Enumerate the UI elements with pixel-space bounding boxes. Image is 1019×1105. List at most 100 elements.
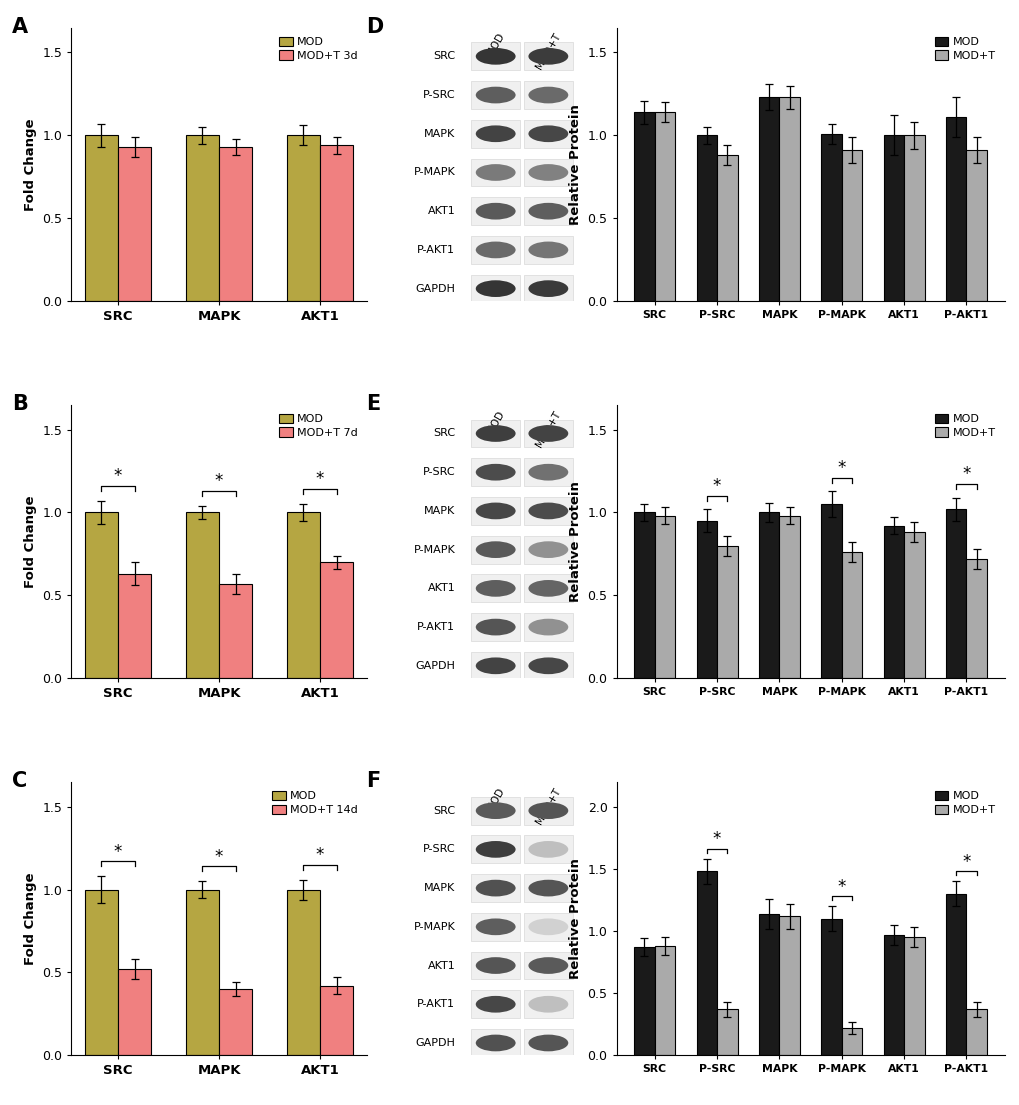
Bar — [716, 155, 737, 301]
Legend: MOD, MOD+T 14d: MOD, MOD+T 14d — [269, 788, 361, 819]
Bar — [524, 613, 572, 641]
Text: *: * — [961, 853, 970, 871]
Bar — [524, 158, 572, 187]
Bar — [634, 513, 654, 678]
Bar — [320, 562, 353, 678]
Ellipse shape — [475, 48, 516, 65]
Bar — [471, 158, 520, 187]
Ellipse shape — [475, 165, 516, 181]
Ellipse shape — [528, 802, 568, 819]
Bar — [945, 509, 966, 678]
Bar — [758, 97, 779, 301]
Ellipse shape — [475, 957, 516, 974]
Ellipse shape — [475, 281, 516, 297]
Text: GAPDH: GAPDH — [415, 284, 454, 294]
Text: *: * — [712, 831, 720, 849]
Bar — [903, 135, 924, 301]
Ellipse shape — [475, 464, 516, 481]
Bar — [118, 573, 151, 678]
Bar — [471, 275, 520, 303]
Text: P-AKT1: P-AKT1 — [417, 999, 454, 1009]
Bar — [716, 1009, 737, 1055]
Text: MOD+T: MOD+T — [534, 786, 562, 825]
Bar — [758, 914, 779, 1055]
Bar — [524, 236, 572, 264]
Bar — [471, 1029, 520, 1056]
Text: MAPK: MAPK — [424, 883, 454, 893]
Bar — [696, 135, 716, 301]
Text: MOD+T: MOD+T — [534, 32, 562, 72]
Bar — [471, 536, 520, 564]
Bar — [696, 520, 716, 678]
Text: P-SRC: P-SRC — [422, 90, 454, 101]
Bar — [882, 526, 903, 678]
Ellipse shape — [475, 580, 516, 597]
Text: P-MAPK: P-MAPK — [413, 168, 454, 178]
Ellipse shape — [528, 86, 568, 104]
Text: GAPDH: GAPDH — [415, 661, 454, 671]
Bar — [471, 497, 520, 525]
Bar — [118, 969, 151, 1055]
Text: D: D — [366, 17, 383, 36]
Text: GAPDH: GAPDH — [415, 1038, 454, 1048]
Ellipse shape — [528, 957, 568, 974]
Ellipse shape — [528, 657, 568, 674]
Bar — [471, 835, 520, 863]
Text: *: * — [215, 848, 223, 865]
Bar — [945, 894, 966, 1055]
Text: *: * — [316, 846, 324, 864]
Text: B: B — [12, 393, 29, 414]
Bar — [471, 951, 520, 979]
Bar — [471, 874, 520, 902]
Bar — [524, 990, 572, 1018]
Text: MOD: MOD — [485, 32, 505, 59]
Ellipse shape — [475, 125, 516, 143]
Bar — [524, 1029, 572, 1056]
Bar — [966, 559, 986, 678]
Bar — [219, 989, 252, 1055]
Bar — [85, 513, 118, 678]
Ellipse shape — [528, 48, 568, 65]
Y-axis label: Fold Change: Fold Change — [23, 495, 37, 588]
Legend: MOD, MOD+T: MOD, MOD+T — [930, 33, 999, 64]
Ellipse shape — [528, 619, 568, 635]
Bar — [696, 872, 716, 1055]
Text: *: * — [316, 471, 324, 488]
Bar — [219, 583, 252, 678]
Ellipse shape — [475, 619, 516, 635]
Bar — [471, 652, 520, 680]
Bar — [524, 198, 572, 225]
Bar — [882, 935, 903, 1055]
Y-axis label: Relative Protein: Relative Protein — [569, 859, 582, 979]
Text: C: C — [12, 771, 28, 791]
Bar — [841, 150, 861, 301]
Ellipse shape — [475, 1034, 516, 1051]
Bar — [654, 516, 675, 678]
Ellipse shape — [475, 503, 516, 519]
Bar — [524, 497, 572, 525]
Bar — [471, 119, 520, 148]
Bar — [471, 575, 520, 602]
Bar — [85, 135, 118, 301]
Bar — [524, 951, 572, 979]
Bar — [945, 117, 966, 301]
Ellipse shape — [475, 86, 516, 104]
Bar — [471, 198, 520, 225]
Text: *: * — [837, 459, 845, 477]
Bar — [471, 613, 520, 641]
Bar — [966, 1009, 986, 1055]
Bar — [524, 874, 572, 902]
Text: MOD: MOD — [485, 409, 505, 435]
Bar — [471, 990, 520, 1018]
Text: P-AKT1: P-AKT1 — [417, 245, 454, 255]
Bar — [471, 236, 520, 264]
Ellipse shape — [528, 841, 568, 857]
Bar — [820, 918, 841, 1055]
Ellipse shape — [528, 996, 568, 1012]
Ellipse shape — [475, 203, 516, 220]
Text: AKT1: AKT1 — [427, 960, 454, 970]
Ellipse shape — [528, 203, 568, 220]
Y-axis label: Relative Protein: Relative Protein — [569, 481, 582, 602]
Text: SRC: SRC — [433, 51, 454, 61]
Text: AKT1: AKT1 — [427, 583, 454, 593]
